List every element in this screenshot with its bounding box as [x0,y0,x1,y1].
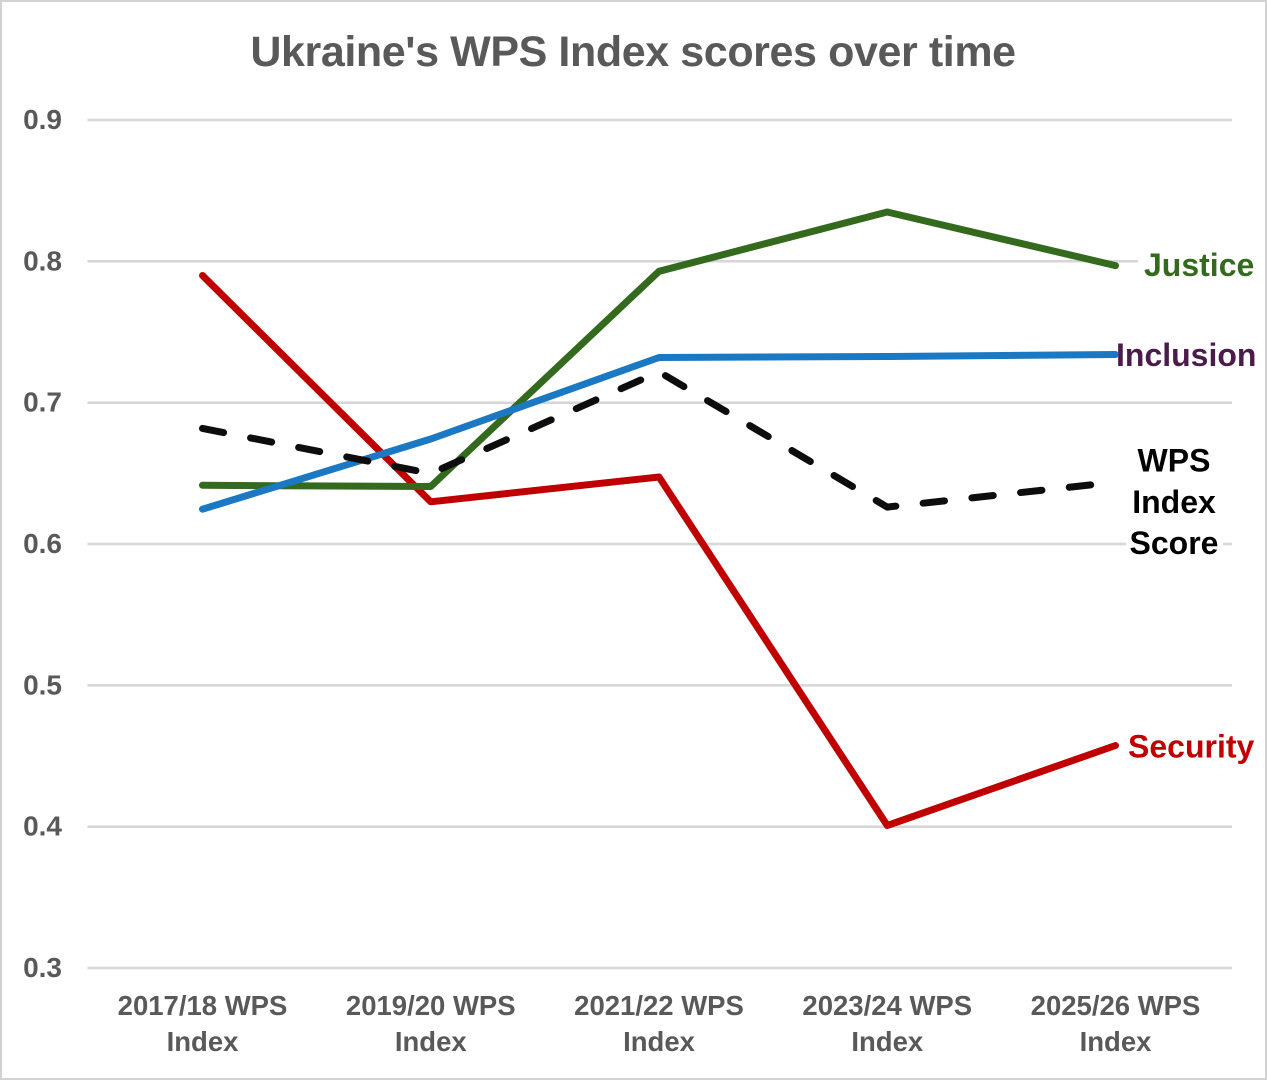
svg-text:2025/26 WPS: 2025/26 WPS [1031,990,1201,1021]
svg-text:Security: Security [1128,729,1254,765]
svg-text:Index: Index [395,1026,468,1057]
svg-text:2019/20 WPS: 2019/20 WPS [346,990,516,1021]
svg-text:Index: Index [851,1026,924,1057]
svg-text:Index: Index [167,1026,240,1057]
svg-text:0.8: 0.8 [23,245,62,276]
svg-text:Score: Score [1130,525,1219,561]
svg-text:0.4: 0.4 [23,811,62,842]
svg-text:Index: Index [1132,484,1216,520]
svg-text:Ukraine's WPS Index scores ove: Ukraine's WPS Index scores over time [250,28,1015,76]
svg-text:2023/24 WPS: 2023/24 WPS [802,990,972,1021]
svg-text:WPS: WPS [1138,443,1211,479]
svg-text:0.5: 0.5 [23,669,62,700]
svg-text:Index: Index [623,1026,696,1057]
svg-text:0.9: 0.9 [23,104,62,135]
svg-text:0.3: 0.3 [23,952,62,983]
svg-text:Inclusion: Inclusion [1116,337,1256,373]
svg-text:Index: Index [1080,1026,1153,1057]
svg-text:2017/18 WPS: 2017/18 WPS [118,990,288,1021]
svg-text:0.7: 0.7 [23,387,62,418]
svg-text:Justice: Justice [1144,247,1254,283]
svg-text:0.6: 0.6 [23,528,62,559]
svg-text:2021/22 WPS: 2021/22 WPS [574,990,744,1021]
